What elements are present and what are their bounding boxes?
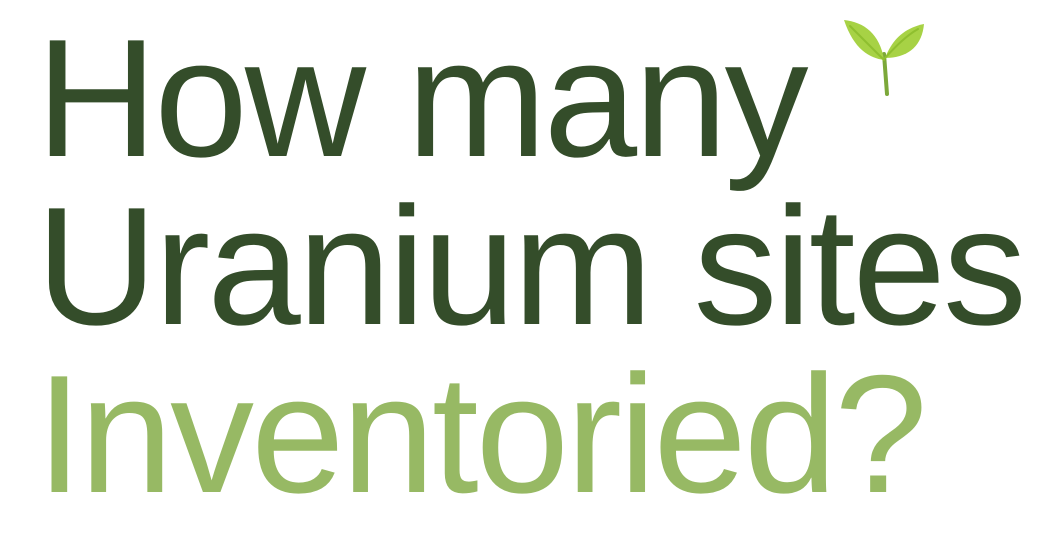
- sprout-icon: [840, 14, 930, 96]
- headline-line-1: How many: [36, 4, 809, 192]
- headline-line-3: Inventoried?: [36, 340, 928, 528]
- headline-line-2: Uranium sites: [36, 172, 1027, 360]
- headline: How many Uranium sites Inventoried?: [36, 4, 1027, 528]
